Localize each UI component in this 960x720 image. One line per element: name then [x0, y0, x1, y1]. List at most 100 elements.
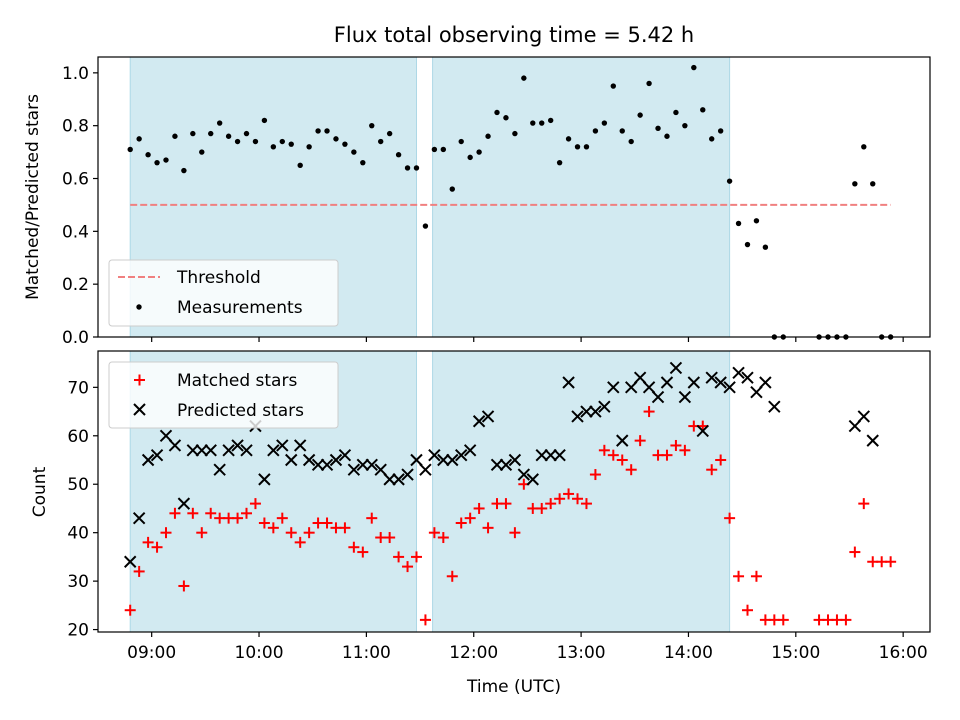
measurement-point	[127, 146, 133, 153]
predicted-star-point	[535, 448, 548, 462]
bottom-legend: Matched stars Predicted stars	[108, 361, 339, 429]
top-y-tick-label: 0.6	[62, 170, 89, 190]
matched-star-point	[464, 512, 476, 524]
top-y-axis-label: Matched/Predicted stars	[23, 94, 43, 300]
measurement-point	[145, 152, 151, 158]
top-axes-frame	[97, 56, 931, 338]
top-y-tick-label: 0.4	[62, 222, 89, 242]
predicted-x-b	[365, 458, 378, 472]
bottom-y-tick-label: 20	[67, 621, 89, 641]
matched-star-point	[885, 556, 897, 568]
measurement-point	[852, 181, 858, 187]
predicted-star-point	[267, 444, 280, 457]
matched-star-point	[276, 512, 288, 524]
measurement-point	[744, 241, 751, 248]
predicted-star-point	[293, 439, 307, 452]
predicted-x-b	[696, 424, 709, 438]
matched-star-point	[357, 546, 369, 558]
matched-star-point	[419, 614, 431, 626]
legend-measurements-swatch	[136, 304, 142, 310]
bottom-shade-1	[432, 350, 731, 633]
measurement-point	[261, 117, 268, 124]
predicted-star-point	[329, 453, 343, 467]
matched-star-point	[482, 522, 494, 534]
measurement-point	[709, 136, 715, 142]
predicted-x-b	[651, 390, 665, 404]
predicted-x-b	[633, 371, 647, 384]
matched-star-point	[205, 507, 217, 519]
measurement-point	[476, 149, 482, 155]
predicted-x-b	[472, 415, 486, 428]
predicted-x-b	[437, 453, 450, 467]
predicted-x-b	[490, 458, 504, 472]
predicted-star-point	[472, 415, 486, 428]
matched-star-point	[384, 532, 396, 544]
measurement-point	[279, 138, 285, 145]
predicted-star-point	[857, 410, 871, 423]
matched-star-point	[402, 561, 414, 573]
measurement-point	[369, 122, 375, 129]
matched-star-point	[750, 570, 762, 582]
top-panel: 0.0 0.2 0.4 0.6 0.8 1.0 Matched/Predicted sta…	[23, 56, 931, 348]
predicted-x-b	[383, 473, 396, 486]
predicted-star-point	[285, 453, 298, 467]
predicted-x-b	[616, 434, 629, 447]
matched-star-point	[589, 469, 601, 481]
measurement-point	[208, 130, 214, 137]
predicted-star-point	[150, 448, 164, 462]
predicted-star-point	[365, 458, 378, 472]
measurement-point	[190, 130, 196, 137]
matched-star-point	[446, 570, 458, 582]
predicted-star-point	[481, 410, 495, 423]
predicted-star-point	[401, 468, 414, 481]
predicted-star-point	[714, 376, 727, 389]
measurement-point	[682, 122, 688, 129]
predicted-star-point	[177, 497, 191, 510]
measurement-point	[485, 133, 491, 139]
predicted-x-b	[302, 453, 316, 467]
matched-star-point	[428, 527, 440, 539]
predicted-star-point	[455, 448, 468, 462]
predicted-x-b	[660, 376, 674, 389]
measurement-point	[386, 130, 393, 137]
predicted-star-point	[428, 448, 441, 462]
predicted-star-point	[499, 458, 513, 472]
predicted-x-b	[455, 448, 468, 462]
predicted-star-point	[607, 381, 620, 394]
bottom-axes: 20 30 40 50 60 70 09:00 10:00 11:00 12:00 13:00 14:…	[67, 350, 931, 663]
matched-star-point	[437, 532, 449, 544]
x-axis-label: Time (UTC)	[466, 677, 561, 697]
matched-star-point	[232, 512, 244, 524]
predicted-star-point	[356, 458, 370, 472]
predicted-x-b	[177, 497, 191, 510]
matched-star-point	[536, 502, 548, 514]
predicted-star-point	[490, 458, 504, 472]
measurement-point	[870, 181, 876, 187]
predicted-star-point	[624, 381, 638, 394]
predicted-x-b	[320, 458, 334, 472]
predicted-star-point	[687, 376, 701, 389]
predicted-star-point	[651, 390, 665, 404]
predicted-x-b	[276, 439, 289, 452]
predicted-star-point	[705, 371, 718, 384]
matched-star-point	[715, 454, 727, 466]
measurement-point	[243, 130, 250, 137]
predicted-star-point	[633, 371, 647, 384]
predicted-star-point	[347, 463, 361, 476]
predicted-x-b	[598, 400, 611, 413]
predicted-x-b	[768, 400, 781, 413]
matched-star-point	[151, 541, 163, 553]
predicted-star-point	[159, 429, 173, 442]
predicted-x-b	[463, 444, 477, 457]
predicted-x-b	[168, 439, 182, 452]
matched-star-point	[241, 507, 253, 519]
bottom-y-tick-label: 30	[67, 572, 89, 592]
measurement-point	[404, 165, 411, 171]
predicted-x-b	[401, 468, 414, 481]
predicted-star-point	[616, 434, 629, 447]
matched-star-point	[858, 498, 870, 510]
matched-star-point	[625, 464, 637, 476]
predicted-x-b	[141, 453, 155, 467]
predicted-x-b	[526, 473, 539, 486]
predicted-x-b	[508, 453, 522, 467]
